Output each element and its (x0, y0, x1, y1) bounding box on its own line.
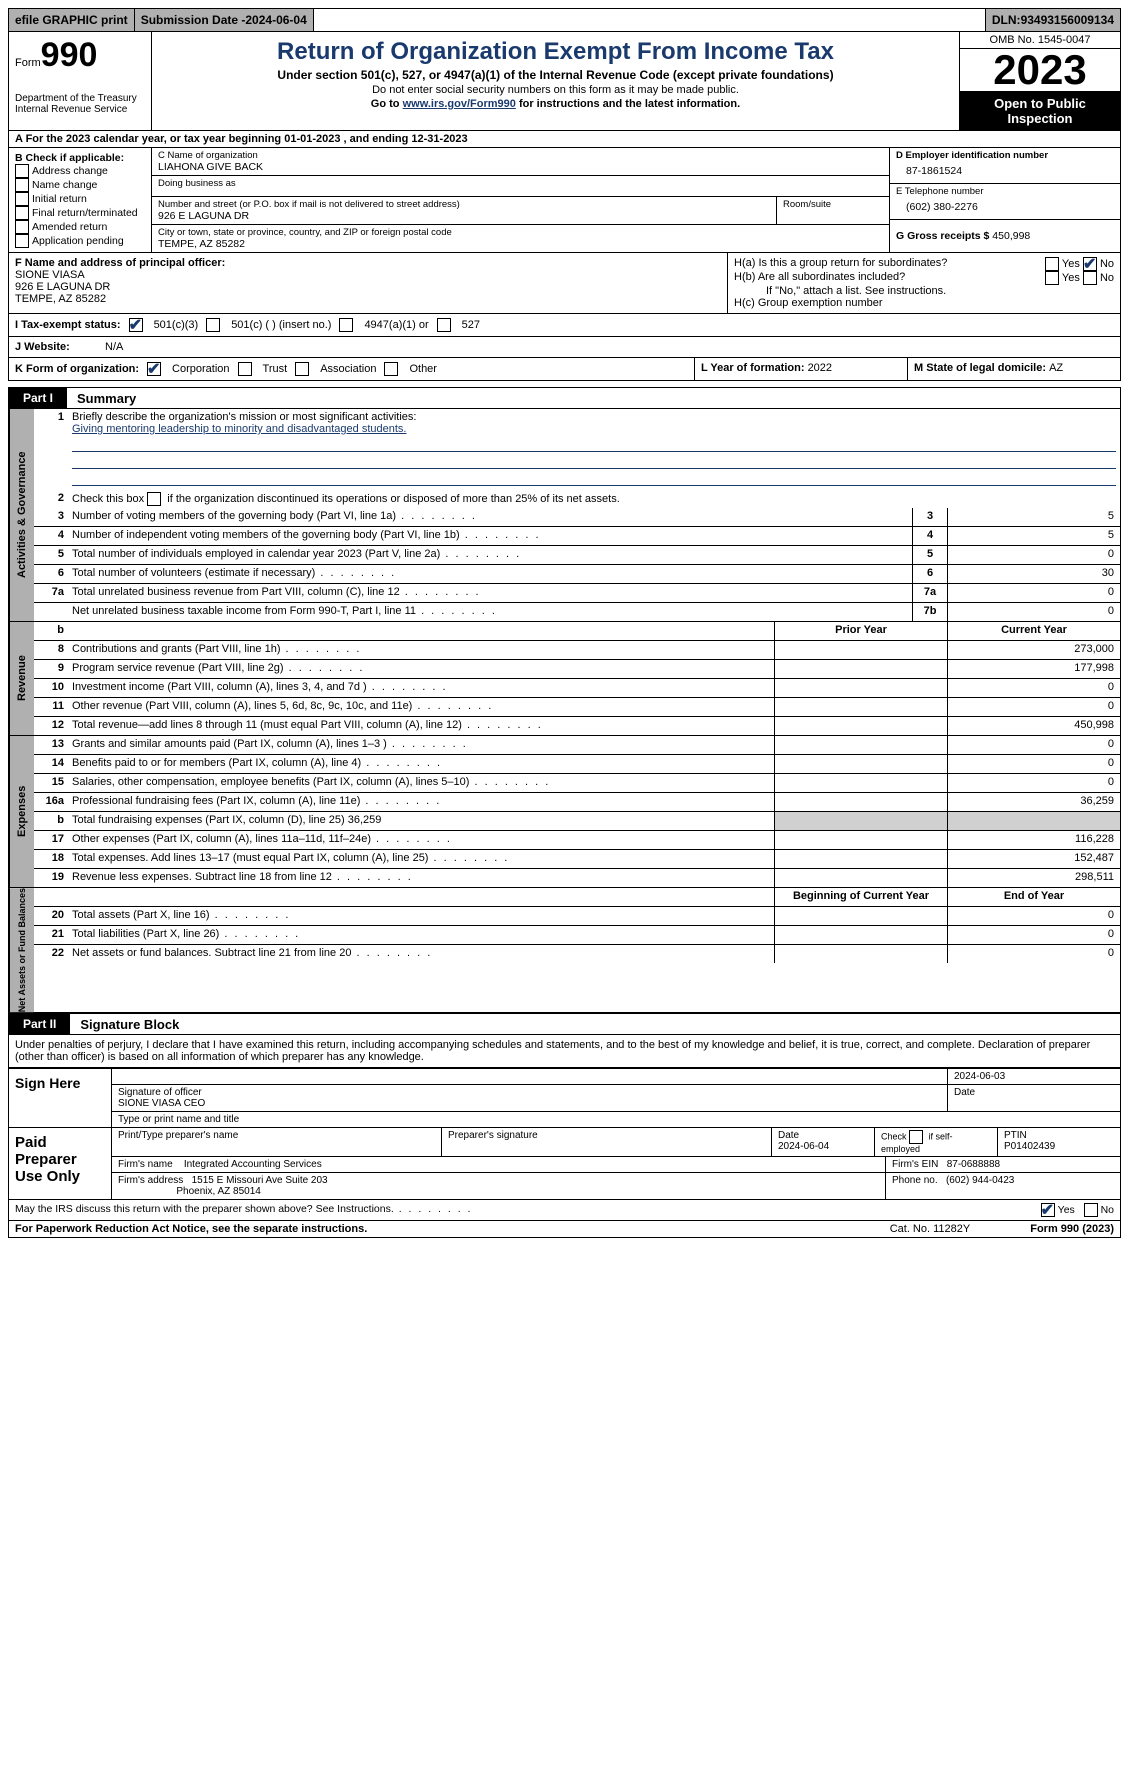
summary-revenue: Revenue b Prior Year Current Year 8Contr… (8, 622, 1121, 736)
row-j: J Website: N/A (8, 337, 1121, 358)
box-b: B Check if applicable: Address change Na… (9, 148, 152, 252)
dln: DLN: 93493156009134 (986, 9, 1120, 31)
table-row: 14Benefits paid to or for members (Part … (34, 755, 1120, 774)
public-inspection: Open to Public Inspection (960, 92, 1120, 130)
table-row: 7aTotal unrelated business revenue from … (34, 584, 1120, 603)
table-row: 19Revenue less expenses. Subtract line 1… (34, 869, 1120, 887)
period-row: A For the 2023 calendar year, or tax yea… (8, 131, 1121, 148)
form-header: Form990 Department of the Treasury Inter… (8, 32, 1121, 131)
table-row: 4Number of independent voting members of… (34, 527, 1120, 546)
table-row: 9Program service revenue (Part VIII, lin… (34, 660, 1120, 679)
city: TEMPE, AZ 85282 (158, 238, 883, 250)
table-row: 13Grants and similar amounts paid (Part … (34, 736, 1120, 755)
section-fh: F Name and address of principal officer:… (8, 253, 1121, 314)
ein: 87-1861524 (896, 161, 1114, 181)
table-row: 3Number of voting members of the governi… (34, 508, 1120, 527)
box-f: F Name and address of principal officer:… (9, 253, 728, 313)
street: 926 E LAGUNA DR (158, 210, 770, 222)
table-row: 22Net assets or fund balances. Subtract … (34, 945, 1120, 963)
instructions-note: Go to www.irs.gov/Form990 for instructio… (162, 98, 949, 110)
irs-link[interactable]: www.irs.gov/Form990 (403, 98, 516, 110)
footer: For Paperwork Reduction Act Notice, see … (8, 1221, 1121, 1238)
table-row: 12Total revenue—add lines 8 through 11 (… (34, 717, 1120, 735)
table-row: 18Total expenses. Add lines 13–17 (must … (34, 850, 1120, 869)
box-h: H(a) Is this a group return for subordin… (728, 253, 1120, 313)
table-row: 17Other expenses (Part IX, column (A), l… (34, 831, 1120, 850)
summary-expenses: Expenses 13Grants and similar amounts pa… (8, 736, 1121, 888)
row-i: I Tax-exempt status: 501(c)(3) 501(c) ( … (8, 314, 1121, 337)
form-subtitle: Under section 501(c), 527, or 4947(a)(1)… (162, 68, 949, 82)
tax-year: 2023 (960, 49, 1120, 92)
top-bar: efile GRAPHIC print Submission Date - 20… (8, 8, 1121, 32)
summary-netassets: Net Assets or Fund Balances Beginning of… (8, 888, 1121, 1013)
ssn-note: Do not enter social security numbers on … (162, 84, 949, 96)
org-name: LIAHONA GIVE BACK (158, 161, 883, 173)
submission-date: Submission Date - 2024-06-04 (135, 9, 314, 31)
table-row: 11Other revenue (Part VIII, column (A), … (34, 698, 1120, 717)
gross-receipts: 450,998 (992, 230, 1030, 242)
efile-label: efile GRAPHIC print (9, 9, 135, 31)
mission-link[interactable]: Giving mentoring leadership to minority … (72, 423, 406, 435)
sign-block: Sign Here 2024-06-03 Signature of office… (8, 1068, 1121, 1221)
phone: (602) 380-2276 (896, 197, 1114, 217)
table-row: 21Total liabilities (Part X, line 26)0 (34, 926, 1120, 945)
summary-governance: Activities & Governance 1 Briefly descri… (8, 409, 1121, 622)
box-c: C Name of organization LIAHONA GIVE BACK… (152, 148, 889, 252)
table-row: 15Salaries, other compensation, employee… (34, 774, 1120, 793)
form-number: Form990 (15, 36, 145, 75)
table-row: Net unrelated business taxable income fr… (34, 603, 1120, 621)
table-row: bTotal fundraising expenses (Part IX, co… (34, 812, 1120, 831)
table-row: 20Total assets (Part X, line 16)0 (34, 907, 1120, 926)
table-row: 10Investment income (Part VIII, column (… (34, 679, 1120, 698)
box-deg: D Employer identification number 87-1861… (889, 148, 1120, 252)
table-row: 16aProfessional fundraising fees (Part I… (34, 793, 1120, 812)
section-bcdeg: B Check if applicable: Address change Na… (8, 148, 1121, 253)
table-row: 5Total number of individuals employed in… (34, 546, 1120, 565)
dept-label: Department of the Treasury Internal Reve… (15, 93, 145, 115)
part2-header: Part II Signature Block (8, 1013, 1121, 1035)
form-title: Return of Organization Exempt From Incom… (162, 38, 949, 66)
table-row: 8Contributions and grants (Part VIII, li… (34, 641, 1120, 660)
table-row: 6Total number of volunteers (estimate if… (34, 565, 1120, 584)
part1-header: Part I Summary (8, 387, 1121, 409)
row-klm: K Form of organization: Corporation Trus… (8, 358, 1121, 381)
penalty-text: Under penalties of perjury, I declare th… (8, 1035, 1121, 1068)
